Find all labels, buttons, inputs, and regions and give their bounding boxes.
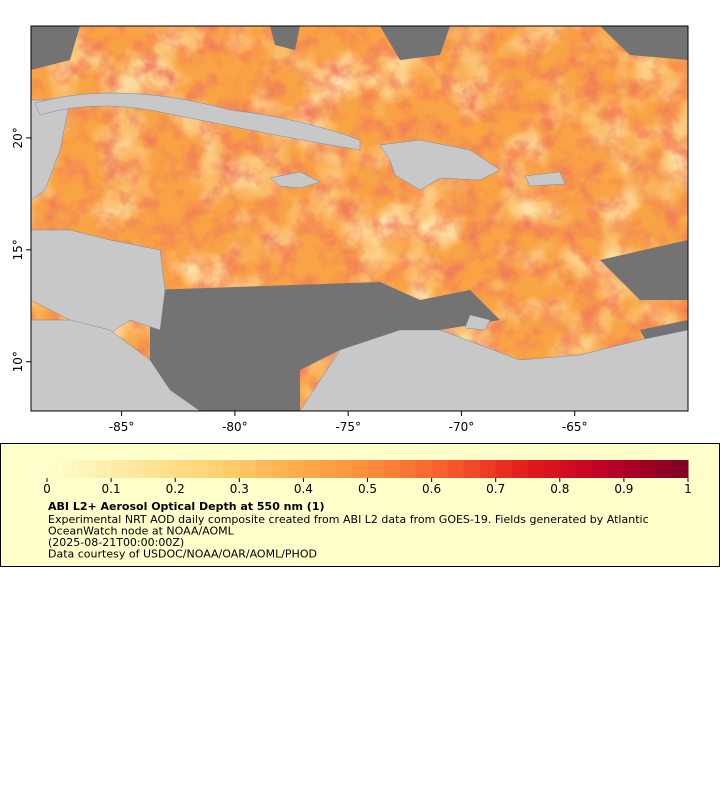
y-tick-label: 10° bbox=[11, 351, 25, 372]
x-tick-label: -70° bbox=[449, 420, 475, 434]
x-tick-label: -80° bbox=[222, 420, 248, 434]
colorbar-step bbox=[447, 460, 465, 478]
colorbar-step bbox=[527, 460, 545, 478]
colorbar-tick-label: 0.3 bbox=[230, 482, 249, 496]
x-tick-label: -75° bbox=[335, 420, 361, 434]
map-field bbox=[31, 26, 688, 411]
colorbar-step bbox=[671, 460, 689, 478]
legend-line: (2025-08-21T00:00:00Z) bbox=[48, 536, 184, 549]
colorbar-tick-label: 1 bbox=[684, 482, 692, 496]
colorbar-step bbox=[287, 460, 304, 478]
colorbar-step bbox=[303, 460, 320, 478]
colorbar-step bbox=[479, 460, 497, 478]
colorbar-step bbox=[575, 460, 593, 478]
colorbar-step bbox=[623, 460, 641, 478]
colorbar-step bbox=[591, 460, 609, 478]
legend-title: ABI L2+ Aerosol Optical Depth at 550 nm … bbox=[48, 500, 325, 513]
colorbar-step bbox=[351, 460, 368, 478]
colorbar-step bbox=[367, 460, 385, 478]
colorbar-step bbox=[79, 460, 96, 478]
legend-line: Data courtesy of USDOC/NOAA/OAR/AOML/PHO… bbox=[48, 548, 317, 561]
colorbar-step bbox=[415, 460, 433, 478]
colorbar-tick-label: 0.2 bbox=[166, 482, 185, 496]
colorbar-step bbox=[383, 460, 401, 478]
colorbar-tick-label: 0.7 bbox=[486, 482, 505, 496]
y-tick-label: 15° bbox=[11, 239, 25, 260]
colorbar-step bbox=[239, 460, 256, 478]
colorbar-tick-label: 0.6 bbox=[422, 482, 441, 496]
colorbar-step bbox=[95, 460, 112, 478]
colorbar-step bbox=[431, 460, 449, 478]
colorbar-tick-label: 0.8 bbox=[550, 482, 569, 496]
colorbar-step bbox=[47, 460, 64, 478]
colorbar-step bbox=[335, 460, 352, 478]
colorbar-step bbox=[639, 460, 657, 478]
x-tick-label: -65° bbox=[562, 420, 588, 434]
colorbar-step bbox=[399, 460, 417, 478]
colorbar-step bbox=[111, 460, 128, 478]
colorbar-step bbox=[255, 460, 272, 478]
colorbar-step bbox=[223, 460, 240, 478]
colorbar-step bbox=[159, 460, 176, 478]
colorbar-step bbox=[143, 460, 160, 478]
colorbar-tick-label: 0.1 bbox=[102, 482, 121, 496]
colorbar-tick-label: 0.5 bbox=[358, 482, 377, 496]
colorbar-step bbox=[495, 460, 513, 478]
colorbar-step bbox=[127, 460, 144, 478]
legend-line: Experimental NRT AOD daily composite cre… bbox=[48, 513, 649, 526]
colorbar-step bbox=[207, 460, 224, 478]
colorbar-step bbox=[191, 460, 208, 478]
colorbar-step bbox=[607, 460, 625, 478]
colorbar-step bbox=[63, 460, 80, 478]
colorbar-step bbox=[463, 460, 481, 478]
colorbar-step bbox=[543, 460, 561, 478]
colorbar-step bbox=[319, 460, 336, 478]
colorbar-step bbox=[655, 460, 673, 478]
y-tick-label: 20° bbox=[11, 127, 25, 148]
colorbar-tick-label: 0.9 bbox=[614, 482, 633, 496]
colorbar-step bbox=[271, 460, 288, 478]
colorbar-step bbox=[511, 460, 529, 478]
colorbar-step bbox=[559, 460, 577, 478]
legend-line: OceanWatch node at NOAA/AOML bbox=[48, 525, 235, 538]
colorbar-tick-label: 0 bbox=[43, 482, 51, 496]
map-frame bbox=[30, 25, 689, 412]
x-tick-label: -85° bbox=[109, 420, 135, 434]
colorbar-tick-label: 0.4 bbox=[294, 482, 313, 496]
colorbar-step bbox=[175, 460, 192, 478]
